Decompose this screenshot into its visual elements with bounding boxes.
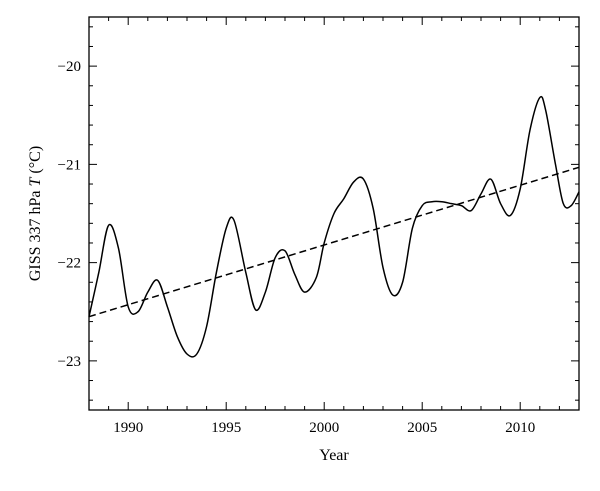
y-tick-label: −20 [58, 59, 81, 75]
series-line-trend [88, 166, 580, 318]
x-tick-label: 2000 [309, 420, 339, 436]
y-tick-label: −21 [58, 157, 81, 173]
y-axis-ticks: −23 −22 −21 −20 [58, 26, 579, 401]
y-tick-label: −22 [58, 256, 81, 272]
x-tick-label: 1990 [113, 420, 143, 436]
plot-area [88, 16, 580, 411]
y-tick-label: −23 [58, 354, 81, 370]
series-line-temperature [88, 95, 580, 358]
x-tick-label: 2005 [407, 420, 437, 436]
series-layer [88, 95, 580, 358]
x-axis-label: Year [319, 447, 349, 464]
x-axis-ticks: 1990 1995 2000 2005 2010 [88, 17, 580, 436]
y-axis-label: GISS 337 hPa T (°C) [27, 146, 44, 281]
x-tick-label: 2010 [505, 420, 535, 436]
x-tick-label: 1995 [211, 420, 241, 436]
